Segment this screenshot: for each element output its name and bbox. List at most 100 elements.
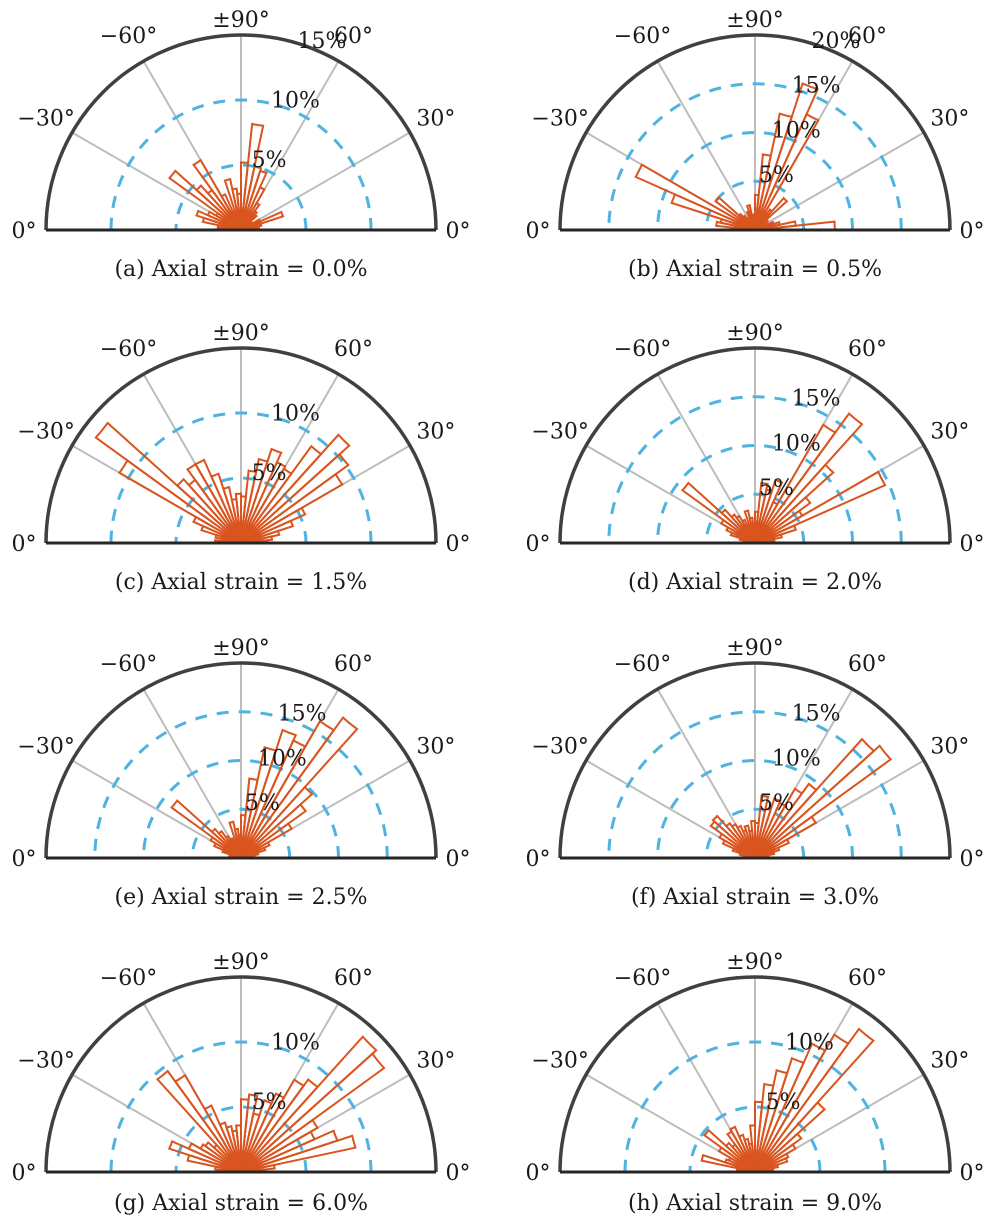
radial-grid-circle (704, 492, 806, 544)
histogram-bar (754, 112, 820, 231)
radial-tick-label: 5% (759, 163, 794, 188)
angle-tick-label: −30° (17, 1049, 74, 1074)
histogram-bar (754, 481, 769, 544)
angle-tick-label: −60° (100, 337, 157, 362)
histogram-bar (711, 814, 756, 859)
histogram-bar (720, 508, 756, 544)
angle-tick-label: 0° (526, 219, 551, 244)
histogram-bar (754, 463, 835, 544)
histogram-bar (223, 177, 242, 231)
angle-tick-label: −60° (614, 337, 671, 362)
radial-tick-label: 5% (766, 1090, 801, 1115)
angle-tick-label: 30° (416, 735, 455, 760)
histogram-bar (195, 184, 242, 231)
radial-grid-circle (704, 179, 806, 231)
histogram-bar (224, 834, 242, 859)
polar-panel-3: 0° 30° 60° ±90° −60° −30° 0° 5% 10% 15% (d) Axial … (526, 321, 984, 595)
histogram-bar (240, 165, 263, 231)
histogram-bar (240, 1093, 259, 1173)
angle-tick-label: −30° (17, 420, 74, 445)
histogram-bar (218, 1121, 242, 1173)
angle-tick-label: 30° (930, 735, 969, 760)
histogram-bar (634, 163, 756, 231)
histogram-bar (210, 827, 242, 859)
histogram-bar (234, 492, 242, 544)
histogram-bar (754, 82, 820, 231)
radial-tick-label: 15% (792, 74, 841, 99)
histogram-bar (240, 846, 267, 859)
polar-panel-1: 0° 30° 60° ±90° −60° −30° 0° 5% 10% 15% 20% (b) Axi… (526, 8, 984, 282)
radial-tick-label: 5% (759, 791, 794, 816)
radial-tick-label: 10% (271, 89, 320, 114)
histogram-bar (754, 850, 776, 859)
histogram-bar (240, 1134, 357, 1173)
histogram-bar (736, 824, 756, 859)
radial-tick-label: 5% (252, 1090, 287, 1115)
angle-tick-label: 0° (446, 847, 471, 872)
histogram-bar (217, 829, 242, 859)
histogram-bar (754, 1167, 775, 1173)
histogram-bar (199, 1143, 242, 1173)
outer-arc (558, 346, 952, 544)
histogram-bar (743, 824, 756, 859)
histogram-bar (240, 785, 314, 859)
angle-tick-label: 0° (12, 1161, 37, 1186)
radial-grid-circle (656, 759, 854, 859)
angle-tick-label: ±90° (726, 636, 783, 661)
histogram-bar (737, 212, 756, 231)
histogram-bar (206, 210, 242, 231)
radial-tick-label: 10% (271, 1031, 320, 1056)
radial-grid-circle (704, 807, 806, 859)
angle-tick-label: ±90° (726, 321, 783, 346)
histogram-bar (240, 452, 350, 544)
radial-grid-circle (607, 395, 903, 544)
histogram-bar (740, 518, 756, 544)
histogram-bar (240, 169, 268, 231)
histogram-bar (175, 477, 242, 544)
histogram-bar (203, 1140, 242, 1173)
histogram-bar (728, 1125, 756, 1173)
histogram-bar (240, 447, 283, 544)
histogram-bar (240, 185, 266, 231)
panel-caption: (f) Axial strain = 3.0% (631, 885, 879, 910)
histogram-bar (195, 209, 242, 231)
histogram-bar (754, 1152, 790, 1173)
outer-arc (558, 33, 952, 231)
histogram-bar (715, 220, 756, 231)
histogram-bar (225, 1124, 242, 1173)
polar-panel-2: 0° 30° 60° ±90° −60° −30° 0° 5% 10% (c) Axial str… (12, 321, 471, 595)
histogram-bar (240, 209, 259, 231)
histogram-bar (210, 472, 242, 544)
radial-tick-label: 5% (252, 461, 287, 486)
radial-grid-circle (174, 1105, 308, 1173)
histogram-bar (745, 203, 756, 231)
radial-tick-label: 15% (792, 387, 841, 412)
radial-grid-circle (109, 1040, 373, 1173)
radial-tick-label: 10% (785, 1031, 834, 1056)
angle-tick-label: −30° (531, 420, 588, 445)
histogram-bar (240, 506, 307, 544)
histogram-bar (735, 514, 756, 544)
angle-tick-label: ±90° (726, 950, 783, 975)
radial-grid-circle (142, 759, 340, 859)
outer-arc (44, 661, 438, 859)
panel-caption: (h) Axial strain = 9.0% (628, 1191, 882, 1216)
histogram-bar (240, 225, 261, 231)
histogram-bar (240, 472, 344, 544)
histogram-bar (730, 513, 756, 544)
histogram-bar (220, 192, 242, 231)
radial-tick-label: 10% (772, 118, 821, 143)
panel-caption: (a) Axial strain = 0.0% (114, 257, 367, 282)
histogram-bar (173, 1073, 242, 1173)
angle-tick-label: −60° (614, 24, 671, 49)
histogram-bar (240, 822, 294, 859)
histogram-bar (754, 1163, 780, 1173)
histogram-bar (754, 470, 887, 544)
angle-tick-label: 0° (960, 847, 984, 872)
histogram-bar (240, 851, 260, 859)
angle-tick-label: ±90° (212, 8, 269, 33)
panel-caption: (d) Axial strain = 2.0% (628, 570, 882, 595)
angle-tick-label: 0° (960, 219, 984, 244)
angle-tick-label: ±90° (726, 8, 783, 33)
